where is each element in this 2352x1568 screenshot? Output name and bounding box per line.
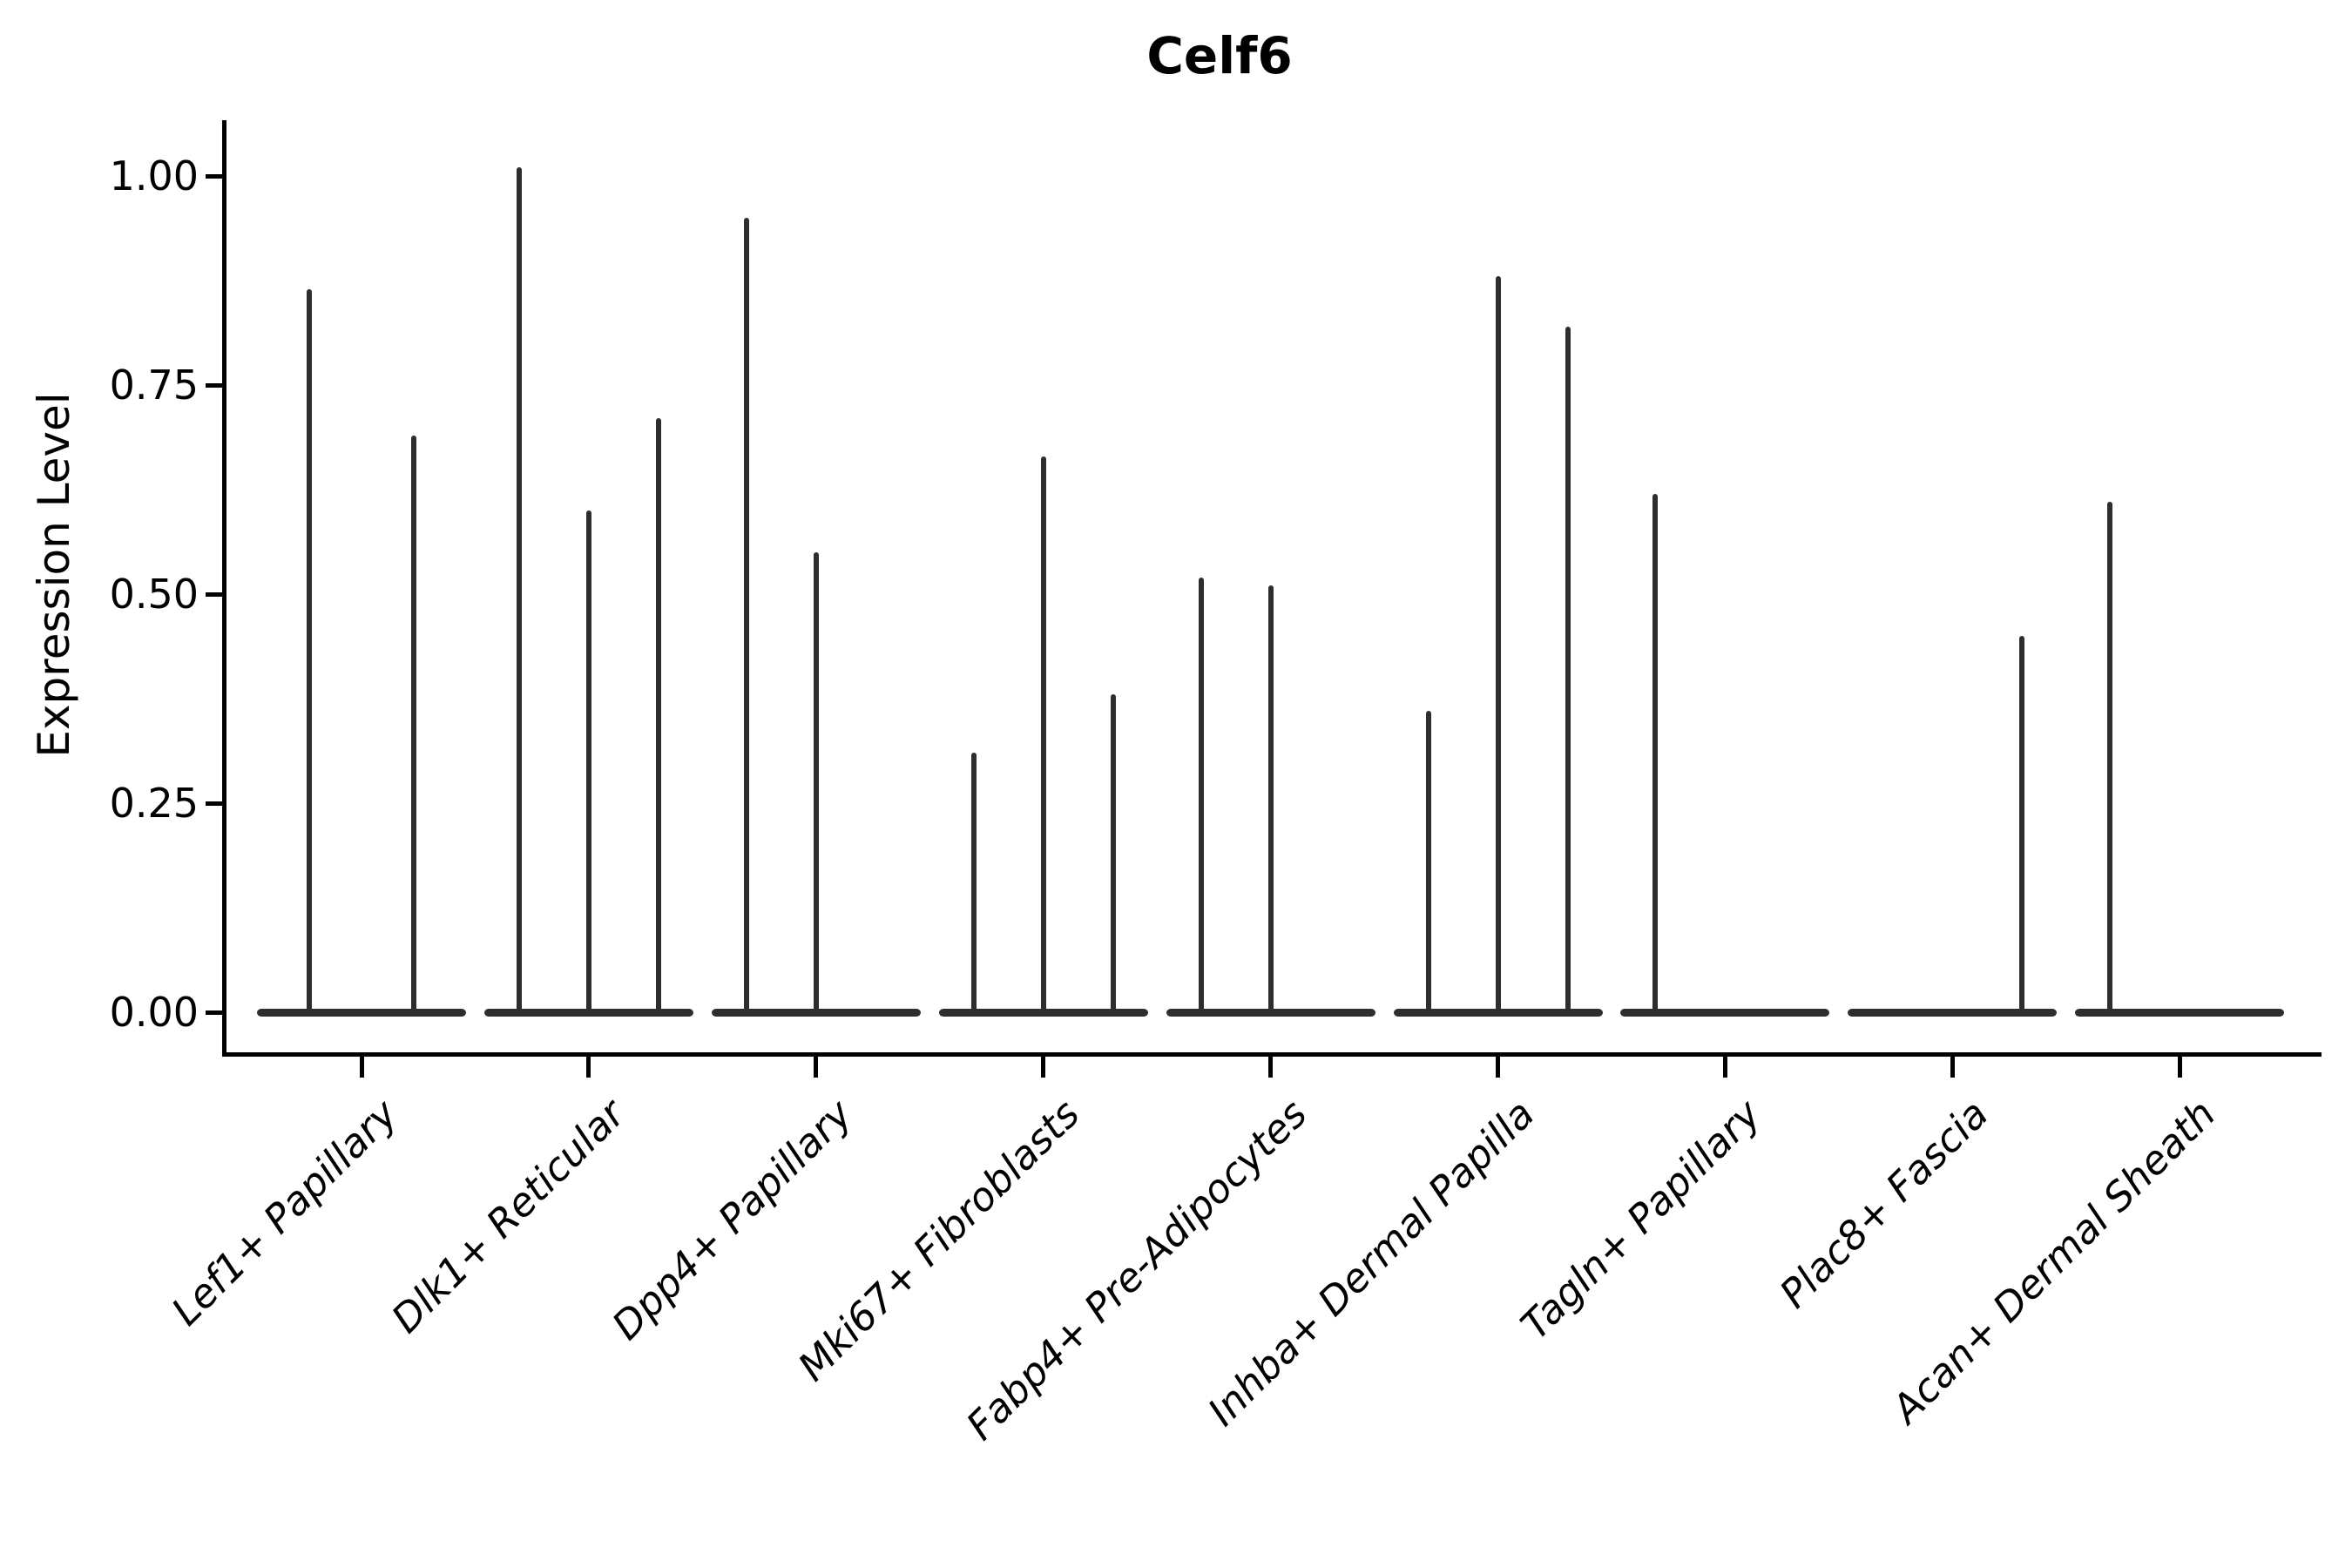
- x-axis-category-label: Dpp4+ Papillary: [603, 1091, 862, 1349]
- x-axis-category-label: Plac8+ Fascia: [1771, 1091, 1997, 1317]
- x-tick-mark: [359, 1057, 364, 1078]
- violin-spike: [813, 552, 819, 1012]
- violin-spike: [1110, 694, 1116, 1012]
- x-axis-category-label: Lef1+ Papillary: [162, 1091, 407, 1335]
- violin-baseline: [1166, 1008, 1375, 1017]
- violin-baseline: [711, 1008, 921, 1017]
- x-axis-spine: [222, 1052, 2322, 1057]
- violin-spike: [2107, 502, 2113, 1012]
- violin-baseline: [1848, 1008, 2058, 1017]
- x-axis-category-label: Tagln+ Papillary: [1511, 1091, 1770, 1348]
- violin-spike: [307, 288, 312, 1012]
- violin-spike: [1040, 456, 1046, 1012]
- violin-spike: [1652, 493, 1659, 1012]
- y-tick-mark: [206, 382, 223, 388]
- violin-spike: [411, 435, 416, 1012]
- violin-spike: [585, 510, 591, 1012]
- y-tick-mark: [206, 591, 223, 597]
- x-tick-mark: [1268, 1057, 1274, 1078]
- violin-spike: [655, 418, 661, 1012]
- x-tick-mark: [2177, 1057, 2182, 1078]
- violin-spike: [1495, 276, 1501, 1012]
- violin-baseline: [2075, 1008, 2285, 1017]
- violin-spike: [516, 167, 522, 1012]
- violin-spike: [1198, 577, 1204, 1012]
- y-tick-label: 0.00: [109, 989, 199, 1036]
- chart-title: Celf6: [1146, 26, 1293, 85]
- violin-baseline: [1393, 1008, 1603, 1017]
- x-tick-mark: [1722, 1057, 1727, 1078]
- y-axis-spine: [222, 120, 226, 1057]
- x-tick-mark: [814, 1057, 819, 1078]
- x-axis-category-label: Dlk1+ Reticular: [382, 1091, 634, 1342]
- violin-baseline: [257, 1008, 466, 1017]
- violin-spike: [970, 753, 977, 1012]
- violin-spike: [1565, 326, 1571, 1012]
- violin-baseline: [483, 1008, 693, 1017]
- y-tick-mark: [206, 1010, 223, 1015]
- y-tick-mark: [206, 801, 223, 806]
- y-tick-label: 0.25: [109, 780, 199, 827]
- violin-spike: [743, 218, 749, 1012]
- x-tick-mark: [1950, 1057, 1955, 1078]
- x-tick-mark: [1496, 1057, 1500, 1078]
- violin-spike: [1267, 585, 1274, 1012]
- y-tick-label: 0.75: [109, 362, 199, 409]
- x-tick-mark: [1041, 1057, 1046, 1078]
- y-tick-mark: [206, 173, 223, 179]
- x-tick-mark: [586, 1057, 591, 1078]
- violin-spike: [1425, 711, 1431, 1012]
- y-tick-label: 0.50: [109, 571, 199, 618]
- violin-baseline: [938, 1008, 1148, 1017]
- y-tick-label: 1.00: [109, 152, 199, 199]
- violin-baseline: [1620, 1008, 1830, 1017]
- violin-spike: [2019, 636, 2025, 1012]
